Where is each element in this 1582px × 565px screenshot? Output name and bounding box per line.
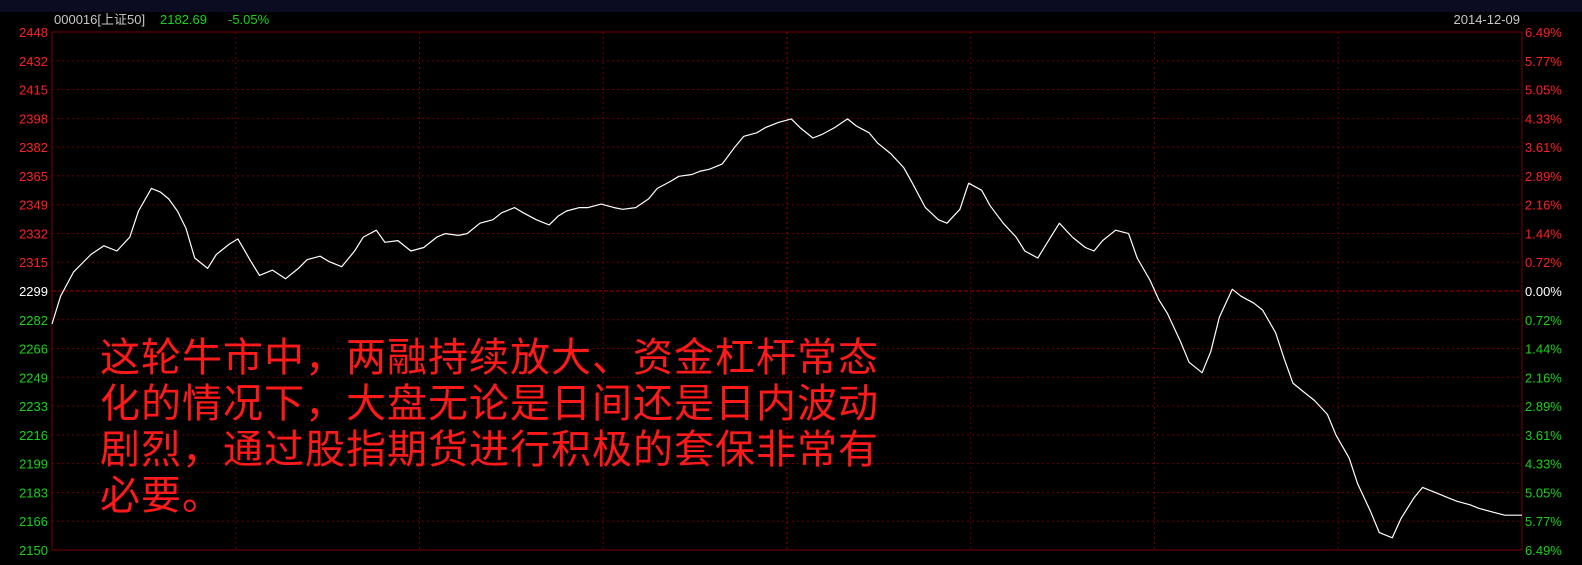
annotation-text: 这轮牛市中，两融持续放大、资金杠杆常态 化的情况下，大盘无论是日间还是日内波动 … bbox=[100, 335, 1020, 519]
price-line bbox=[1072, 229, 1522, 539]
y-tick-label: 2315 bbox=[19, 255, 48, 270]
y-tick-label: 2233 bbox=[19, 399, 48, 414]
y-tick-label: 2166 bbox=[19, 514, 48, 529]
y-tick-label: 2199 bbox=[19, 457, 48, 472]
y-tick-label: 2365 bbox=[19, 169, 48, 184]
y-tick-label: 2216 bbox=[19, 428, 48, 443]
annotation-line: 化的情况下，大盘无论是日间还是日内波动 bbox=[100, 381, 879, 427]
y-tick-label-right: 2.16% bbox=[1525, 370, 1562, 385]
title-strip bbox=[0, 0, 1582, 12]
y-tick-label: 2249 bbox=[19, 370, 48, 385]
index-code: 000016[上证50] bbox=[54, 12, 145, 27]
index-change: -5.05% bbox=[228, 12, 270, 27]
price-line bbox=[51, 118, 1073, 325]
y-tick-label: 2183 bbox=[19, 485, 48, 500]
y-tick-label-right: 4.33% bbox=[1525, 111, 1562, 126]
y-tick-label: 2415 bbox=[19, 83, 48, 98]
annotation-line: 必要。 bbox=[100, 473, 223, 519]
index-price: 2182.69 bbox=[160, 12, 207, 27]
y-tick-label-right: 5.05% bbox=[1525, 83, 1562, 98]
y-tick-label-right: 4.33% bbox=[1525, 457, 1562, 472]
y-tick-label: 2398 bbox=[19, 111, 48, 126]
chart-date: 2014-12-09 bbox=[1454, 12, 1521, 27]
y-tick-label: 2448 bbox=[19, 25, 48, 40]
y-tick-label: 2266 bbox=[19, 342, 48, 357]
y-tick-label: 2349 bbox=[19, 198, 48, 213]
y-tick-label-right: 2.89% bbox=[1525, 169, 1562, 184]
y-tick-label: 2282 bbox=[19, 313, 48, 328]
annotation-line: 剧烈，通过股指期货进行积极的套保非常有 bbox=[100, 427, 879, 473]
y-tick-label: 2150 bbox=[19, 543, 48, 558]
y-tick-label-right: 0.72% bbox=[1525, 255, 1562, 270]
y-tick-label-right: 0.72% bbox=[1525, 313, 1562, 328]
y-tick-label: 2432 bbox=[19, 54, 48, 69]
y-tick-label-right: 0.00% bbox=[1525, 284, 1562, 299]
y-tick-label-right: 3.61% bbox=[1525, 428, 1562, 443]
header-bar bbox=[0, 12, 1582, 30]
y-tick-label-right: 6.49% bbox=[1525, 543, 1562, 558]
y-tick-label: 2332 bbox=[19, 226, 48, 241]
y-tick-label-right: 5.05% bbox=[1525, 485, 1562, 500]
y-tick-label: 2382 bbox=[19, 140, 48, 155]
annotation-line: 这轮牛市中，两融持续放大、资金杠杆常态 bbox=[100, 335, 879, 381]
y-tick-label-right: 5.77% bbox=[1525, 54, 1562, 69]
y-tick-label-right: 2.16% bbox=[1525, 198, 1562, 213]
y-tick-label-right: 2.89% bbox=[1525, 399, 1562, 414]
y-tick-label-right: 3.61% bbox=[1525, 140, 1562, 155]
y-tick-label-right: 1.44% bbox=[1525, 226, 1562, 241]
y-tick-label-right: 1.44% bbox=[1525, 342, 1562, 357]
y-tick-label-right: 6.49% bbox=[1525, 25, 1562, 40]
y-tick-label-right: 5.77% bbox=[1525, 514, 1562, 529]
y-tick-label: 2299 bbox=[19, 284, 48, 299]
